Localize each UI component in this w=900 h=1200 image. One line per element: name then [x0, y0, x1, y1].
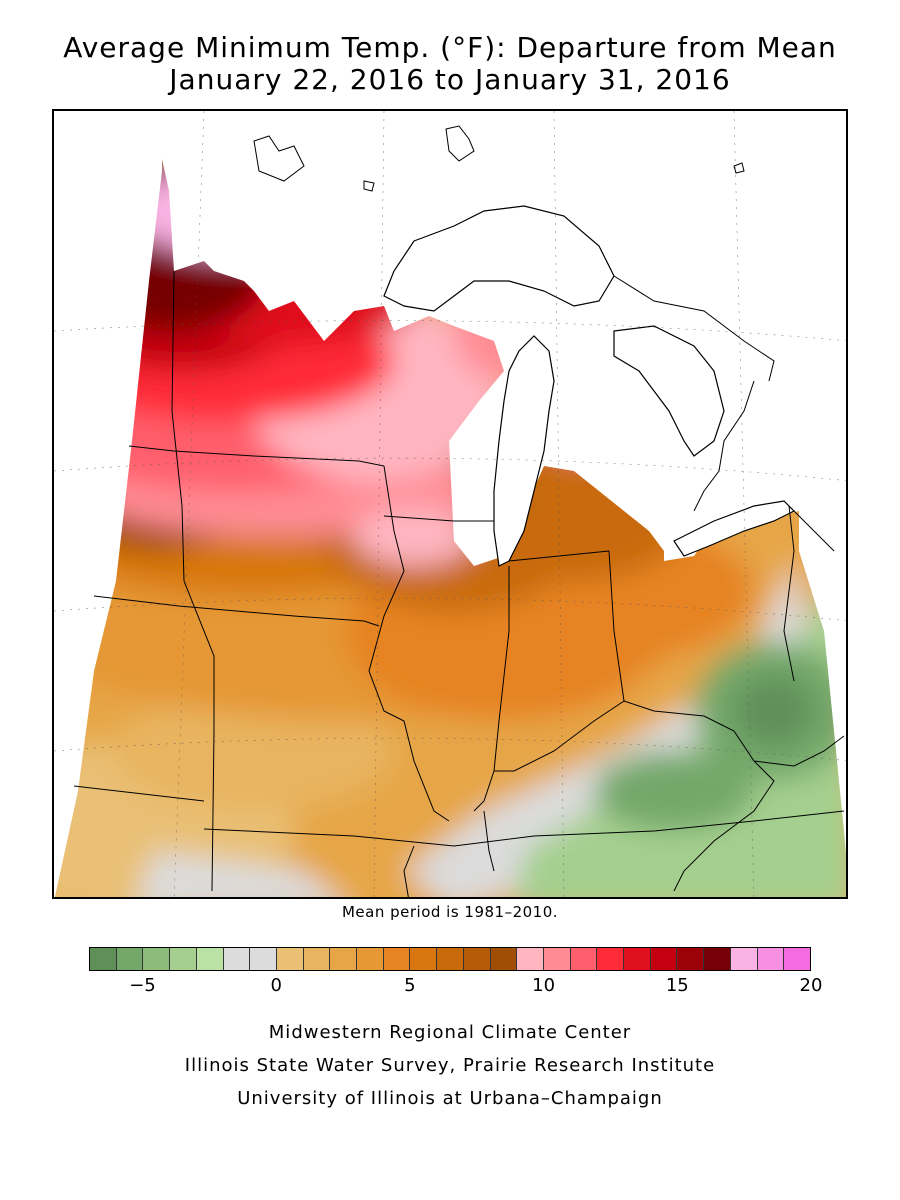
legend-swatch [383, 948, 411, 970]
legend-swatch [410, 948, 438, 970]
temperature-departure-map [52, 109, 848, 899]
credit-line-2: Illinois State Water Survey, Prairie Res… [184, 1055, 716, 1076]
legend-swatch [704, 948, 731, 970]
legend-swatch [570, 948, 598, 970]
coastlines [253, 125, 835, 552]
legend-tick-label: 15 [665, 975, 689, 996]
great-lakes [383, 205, 796, 567]
legend-tick-label: −5 [129, 975, 156, 996]
credit-line-1: Midwestern Regional Climate Center [268, 1022, 632, 1043]
mean-period-note: Mean period is 1981–2010. [341, 903, 559, 921]
legend-swatch [730, 948, 758, 970]
legend-swatch [463, 948, 491, 970]
legend-swatch [597, 948, 625, 970]
legend-tick-label: 5 [404, 975, 416, 996]
legend-swatch [437, 948, 464, 970]
legend-swatch [90, 948, 117, 970]
legend-swatch [303, 948, 331, 970]
legend-tick-labels: −5 0 5 10 15 20 [0, 975, 900, 999]
lake-michigan [493, 335, 555, 567]
legend-swatch [490, 948, 518, 970]
legend-swatch [543, 948, 571, 970]
map-title: Average Minimum Temp. (°F): Departure fr… [63, 31, 837, 64]
map-date-range: January 22, 2016 to January 31, 2016 [169, 63, 731, 96]
legend-swatch [784, 948, 810, 970]
legend-swatch [677, 948, 705, 970]
legend-swatch [330, 948, 358, 970]
color-scale-legend [89, 947, 811, 971]
lake-erie [673, 500, 796, 557]
legend-swatch [143, 948, 171, 970]
lake-huron [613, 325, 725, 457]
legend-tick-label: 10 [532, 975, 556, 996]
legend-swatch [276, 948, 304, 970]
lake-superior [383, 205, 615, 312]
legend-swatch [170, 948, 197, 970]
legend-swatch [250, 948, 277, 970]
legend-swatch [196, 948, 224, 970]
legend-swatch [357, 948, 384, 970]
state-borders [73, 270, 845, 897]
legend-swatch [116, 948, 144, 970]
credit-line-3: University of Illinois at Urbana–Champai… [237, 1088, 663, 1109]
legend-swatch [624, 948, 651, 970]
legend-tick-label: 20 [799, 975, 823, 996]
legend-swatch [517, 948, 544, 970]
legend-swatch [650, 948, 678, 970]
legend-swatch [223, 948, 251, 970]
legend-tick-label: 0 [270, 975, 282, 996]
legend-swatch [757, 948, 785, 970]
